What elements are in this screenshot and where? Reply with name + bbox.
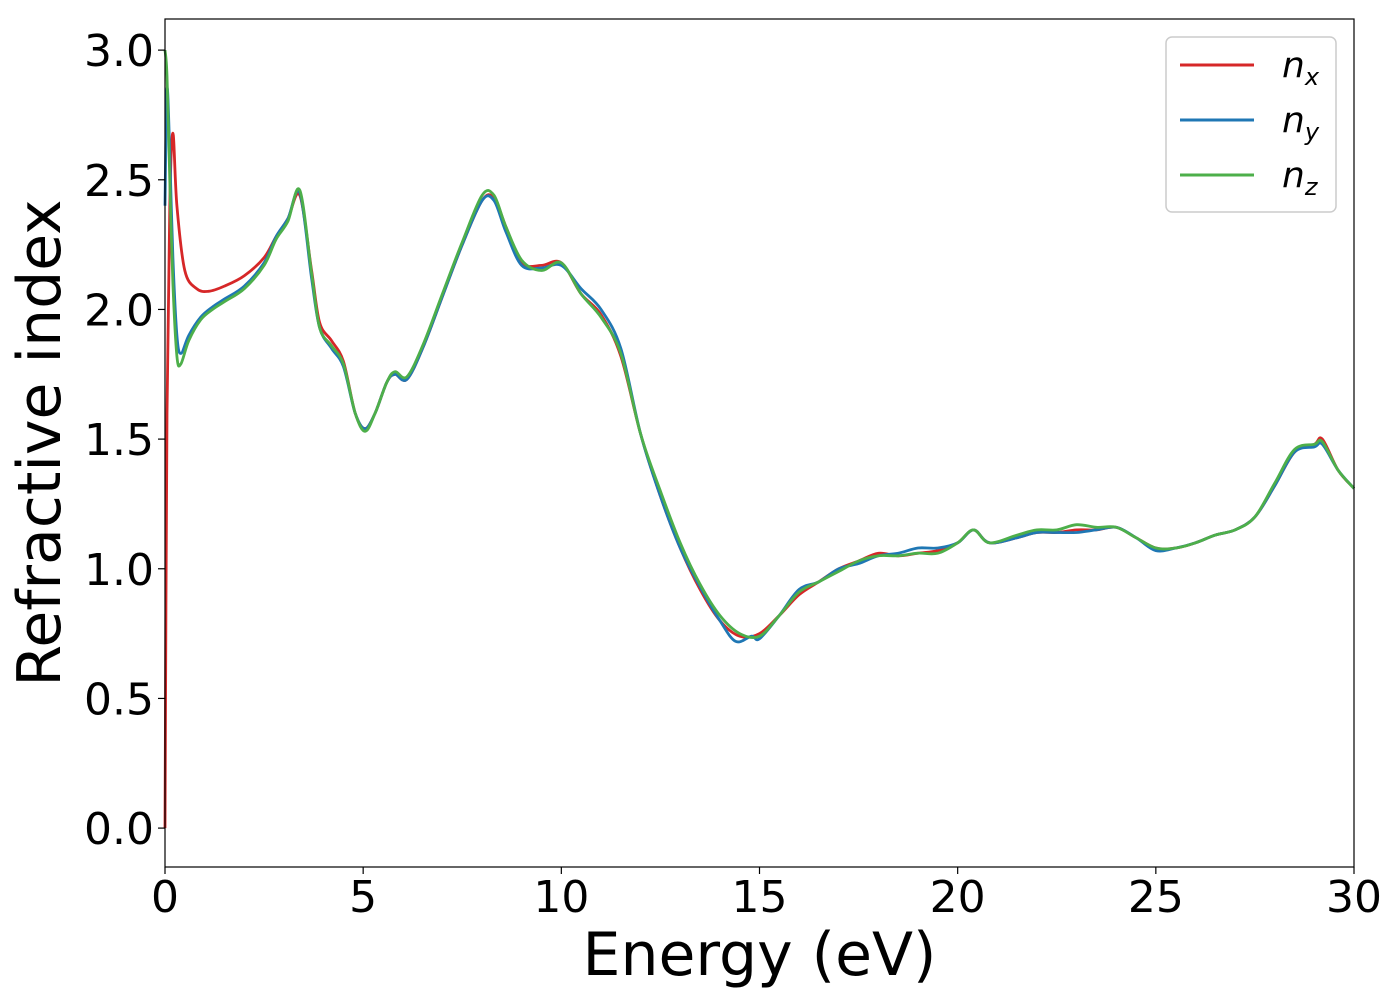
y-tick-label: 0.0	[84, 804, 154, 855]
x-tick-label: 30	[1326, 872, 1382, 923]
x-axis-title: Energy (eV)	[583, 920, 937, 990]
legend-items: nx ny nz	[1180, 45, 1320, 201]
legend: nx ny nz	[1165, 36, 1337, 213]
y-tick-label: 2.0	[84, 285, 154, 336]
legend-box	[1165, 36, 1337, 213]
series-line-z	[163, 49, 1356, 640]
x-tick-label: 25	[1128, 872, 1184, 923]
legend-label-y: ny	[1282, 100, 1320, 146]
x-tick-label: 10	[533, 872, 589, 923]
tick-layer: 0 5 10 15 20 25 30 0.0 0.5 1.0 1.5 2.0 2.5 3.0	[84, 26, 1382, 923]
y-tick-label: 0.5	[84, 674, 154, 725]
y-tick-label: 1.5	[84, 415, 154, 466]
series-line-x	[163, 131, 1356, 829]
x-tick-label: 15	[732, 872, 788, 923]
y-axis-title: Refractive index	[5, 199, 75, 686]
legend-label-z: nz	[1282, 155, 1319, 201]
x-tick-label: 5	[349, 872, 377, 923]
y-tick-label: 1.0	[84, 545, 154, 596]
y-tick-label: 2.5	[84, 156, 154, 207]
y-tick-label: 3.0	[84, 26, 154, 77]
legend-label-x: nx	[1282, 45, 1320, 91]
x-tick-label: 0	[151, 872, 179, 923]
x-tick-label: 20	[930, 872, 986, 923]
series-layer	[163, 49, 1356, 829]
